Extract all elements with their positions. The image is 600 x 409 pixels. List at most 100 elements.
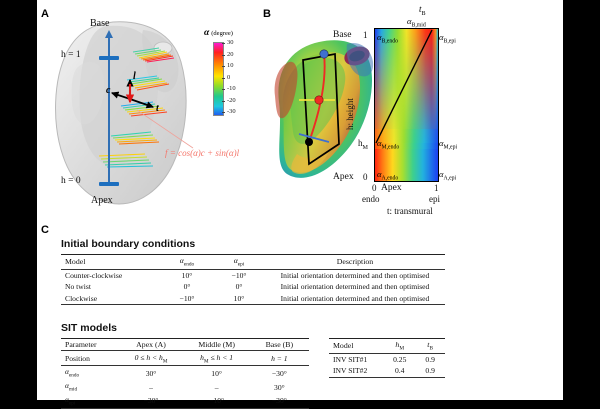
cell-param: αmid: [65, 381, 78, 393]
sampling-patch: [298, 49, 340, 166]
cell-middle: −10°: [209, 396, 225, 406]
xtick-epi: epi: [429, 194, 440, 204]
cell-position-middle: hM ≤ h < 1: [183, 350, 250, 366]
table-header-row: Model αendo αepi Description: [61, 254, 445, 270]
panel-c-label: C: [41, 224, 49, 236]
table-row: αendo 30° 10° −30°: [61, 365, 309, 381]
initial-bc-table: Model αendo αepi Description Counter-clo…: [61, 254, 445, 306]
figure-sheet: A: [37, 0, 563, 409]
cb-label-0: 0: [227, 74, 231, 81]
cell-description: Initial orientation determined and then …: [280, 282, 430, 292]
col-model: Model: [61, 254, 161, 270]
label-alpha-b-endo: αB,endo: [377, 32, 398, 45]
cell-base: 30°: [274, 382, 285, 392]
table-bottom-rule: [61, 304, 445, 306]
cell-apex: –: [149, 382, 153, 392]
table-row: αepi −30° −10° −30°: [61, 394, 309, 408]
cell-tb: 0.9: [415, 352, 445, 366]
ytick-0: 0: [363, 172, 368, 182]
label-alpha-m-endo: αM,endo: [377, 138, 400, 151]
middle-point: [314, 95, 324, 105]
h1-label: h = 1: [61, 50, 81, 60]
label-alpha-b-epi: αB,epi: [439, 32, 456, 45]
cell-description: Initial orientation determined and then …: [280, 293, 430, 303]
table-header-row: Parameter Apex (A) Middle (M) Base (B): [61, 337, 309, 351]
fibre-bundle-1: [132, 47, 175, 63]
panel-c: Initial boundary conditions Model αendo …: [37, 222, 563, 409]
colorbar-a: [213, 42, 224, 116]
cell-middle: –: [214, 382, 219, 392]
cb-tick-5: [222, 101, 225, 102]
table-row: αmid – – 30°: [61, 380, 309, 394]
h0-label: h = 0: [61, 176, 81, 186]
equation-leader-line: [136, 109, 194, 149]
apex-tick-label: Apex: [333, 172, 354, 182]
xtick-endo: endo: [362, 194, 380, 204]
col-apex: Apex (A): [118, 337, 184, 351]
panel-b-label: B: [263, 8, 271, 20]
inv-sit-table: Model hM tB INV SIT#1 0.25 0.9 INV SIT#2…: [329, 338, 445, 378]
label-alpha-a-epi: αA,epi: [439, 169, 457, 182]
base-tick-label: Base: [333, 30, 352, 40]
cell-alpha-epi: 10°: [233, 293, 245, 303]
col-middle: Middle (M): [183, 337, 250, 351]
apex-label-b: Apex: [381, 183, 402, 193]
cell-base: −30°: [271, 396, 287, 406]
panel-b: Base Apex: [259, 4, 563, 216]
cell-model: Clockwise: [65, 293, 98, 303]
position-row: Position 0 ≤ h < hM hM ≤ h < 1 h = 1: [61, 350, 309, 366]
cell-param: αepi: [65, 395, 76, 407]
cb-tick-2: [222, 66, 225, 67]
panel-a-label: A: [41, 8, 49, 20]
initial-bc-title: Initial boundary conditions: [61, 238, 196, 250]
label-tb: tB: [419, 4, 426, 17]
x-axis-title: t: transmural: [387, 206, 433, 216]
apex-label-a: Apex: [91, 195, 113, 206]
cell-alpha-endo: 10°: [161, 268, 213, 282]
cell-inv-model: INV SIT#2: [333, 366, 368, 376]
cell-tb: 0.9: [425, 366, 435, 376]
axis-arrow-icon: [105, 30, 113, 38]
cb-tick-6: [222, 112, 225, 113]
base-label-a: Base: [90, 18, 110, 29]
cell-base: −30°: [249, 365, 309, 381]
col-tb: tB: [415, 338, 445, 354]
cell-param: αendo: [61, 365, 119, 381]
colorbar-title-a: α (degree): [204, 28, 233, 38]
cell-model: Counter-clockwise: [61, 268, 161, 282]
cell-alpha-endo: −10°: [179, 293, 195, 303]
label-alpha-m-epi: αM,epi: [439, 138, 458, 151]
col-description: Description: [265, 254, 445, 270]
alpha-heatmap: [374, 28, 439, 182]
col-inv-model: Model: [329, 338, 385, 354]
h0-tick: [99, 182, 119, 186]
col-parameter: Parameter: [61, 337, 119, 351]
cell-alpha-epi: −10°: [213, 268, 265, 282]
cb-label-30: 30: [227, 39, 234, 46]
cell-position-apex: 0 ≤ h < hM: [118, 350, 184, 366]
table-row: INV SIT#2 0.4 0.9: [329, 365, 445, 377]
table-row: INV SIT#1 0.25 0.9: [329, 352, 445, 366]
base-apex-axis: [108, 36, 110, 186]
cb-tick-3: [222, 78, 225, 79]
fibre-bundle-2: [126, 75, 170, 91]
sit-models-title: SIT models: [61, 322, 118, 334]
figure-canvas: A: [37, 0, 563, 409]
xtick-0: 0: [372, 183, 377, 193]
cb-tick-4: [222, 89, 225, 90]
colorbar-unit: (degree): [211, 30, 233, 37]
table-header-row: Model hM tB: [329, 338, 445, 354]
col-alpha-epi: αepi: [213, 254, 265, 270]
ytick-hm: hM: [358, 138, 368, 151]
cell-model: No twist: [65, 282, 91, 292]
cb-tick-0: [222, 43, 225, 44]
fibre-bundle-4: [110, 131, 160, 145]
ytick-1: 1: [363, 30, 368, 40]
local-basis-vectors: [110, 78, 155, 109]
cb-label-m20: -20: [227, 97, 236, 104]
h1-tick: [99, 56, 119, 60]
cell-hm: 0.25: [384, 352, 416, 366]
cb-label-m10: -10: [227, 85, 236, 92]
cell-position-base: h = 1: [249, 350, 309, 366]
label-alpha-b-mid: αB,mid: [407, 16, 426, 29]
